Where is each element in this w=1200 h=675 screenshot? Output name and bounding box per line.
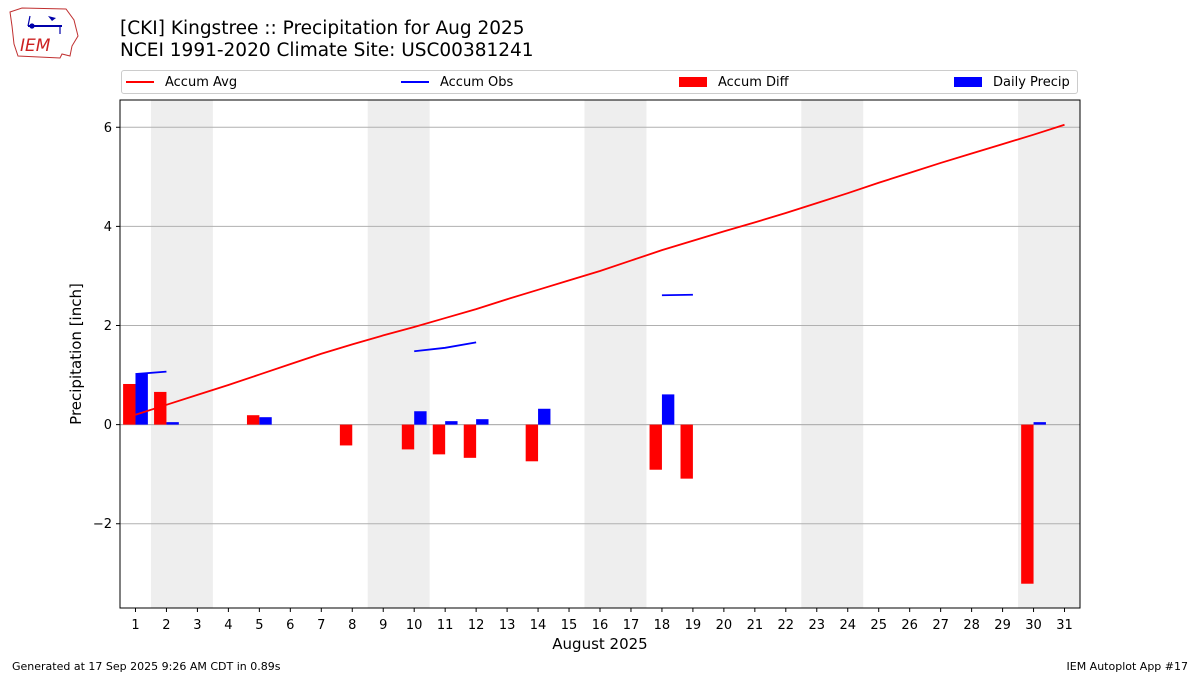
x-tick-label: 25 (870, 618, 887, 633)
chart-title: [CKI] Kingstree :: Precipitation for Aug… (120, 18, 525, 39)
daily-precip-bar-day-12 (476, 419, 489, 425)
line-series (135, 123, 1065, 416)
daily-precip-bar-day-2 (166, 422, 179, 425)
legend: Accum Avg Accum Obs Accum Diff Daily Pre… (121, 70, 1078, 94)
x-tick-label: 17 (623, 618, 640, 633)
y-tick-label: 2 (104, 319, 112, 334)
x-tick-label: 21 (747, 618, 764, 633)
daily-precip-bar-day-18 (661, 394, 675, 425)
accum-diff-bar-day-30 (1021, 424, 1034, 584)
x-axis-label: August 2025 (552, 635, 647, 653)
daily-precip-bar-day-1 (135, 373, 148, 425)
legend-item-accum-obs: Accum Obs (401, 71, 513, 93)
accum-obs-line-segment-2 (414, 341, 477, 353)
accum-diff-bar-day-2 (154, 391, 167, 425)
daily-precip-bar-day-30 (1033, 422, 1046, 425)
x-tick-label: 13 (499, 618, 516, 633)
footer-generated-text: Generated at 17 Sep 2025 9:26 AM CDT in … (12, 660, 281, 673)
x-tick-label: 23 (809, 618, 826, 633)
chart-subtitle: NCEI 1991-2020 Climate Site: USC00381241 (120, 40, 534, 61)
legend-label-accum-avg: Accum Avg (165, 74, 238, 90)
legend-label-accum-diff: Accum Diff (718, 74, 789, 90)
x-tick-label: 15 (561, 618, 578, 633)
accum-diff-bar-day-11 (432, 424, 446, 455)
x-tick-label: 4 (224, 618, 232, 633)
x-tick-label: 20 (716, 618, 733, 633)
x-tick-label: 26 (901, 618, 918, 633)
x-tick-label: 5 (255, 618, 263, 633)
accum-diff-bar-day-18 (649, 424, 662, 470)
x-tick-label: 24 (839, 618, 856, 633)
x-tick-label: 14 (530, 618, 547, 633)
x-tick-label: 18 (654, 618, 671, 633)
y-gridlines (120, 126, 1080, 525)
y-tick-label: 6 (104, 121, 112, 136)
accum-diff-bar-day-19 (680, 424, 693, 479)
footer-app-text: IEM Autoplot App #17 (1066, 660, 1189, 673)
accum-diff-bar-day-12 (463, 424, 477, 458)
weekend-shade-16 (584, 100, 647, 608)
x-tick-label: 27 (932, 618, 949, 633)
x-tick-label: 30 (1025, 618, 1042, 633)
legend-swatch-accum-obs (401, 81, 429, 83)
accum-diff-bar-day-1 (123, 383, 136, 425)
x-tick-label: 8 (348, 618, 356, 633)
x-tick-label: 28 (963, 618, 980, 633)
legend-label-accum-obs: Accum Obs (440, 74, 514, 90)
y-tick-label: 0 (104, 418, 112, 433)
legend-item-daily-precip: Daily Precip (954, 71, 1070, 93)
y-axis-label: Precipitation [inch] (67, 283, 85, 425)
legend-swatch-daily-precip (954, 77, 982, 87)
daily-precip-bar-day-5 (259, 417, 272, 425)
x-tick-label: 29 (994, 618, 1011, 633)
x-tick-label: 19 (685, 618, 702, 633)
x-tick-label: 9 (379, 618, 387, 633)
accum-diff-bar-day-10 (401, 424, 415, 450)
weekend-shade-2 (150, 100, 213, 608)
accum-diff-bar-day-8 (339, 424, 353, 446)
legend-item-accum-avg: Accum Avg (126, 71, 237, 93)
weekend-shade-23 (801, 100, 864, 608)
legend-item-accum-diff: Accum Diff (679, 71, 789, 93)
y-tick-label: −2 (93, 517, 112, 532)
x-tick-label: 10 (406, 618, 423, 633)
x-tick-label: 22 (778, 618, 795, 633)
accum-diff-bar-day-14 (525, 424, 539, 462)
x-tick-label: 31 (1056, 618, 1073, 633)
accum-avg-line (135, 123, 1065, 416)
x-tick-label: 11 (437, 618, 454, 633)
daily-precip-bar-day-11 (445, 421, 458, 425)
y-tick-label: 4 (104, 220, 112, 235)
x-tick-label: 1 (131, 618, 139, 633)
accum-diff-bar-day-5 (246, 415, 260, 425)
logo-text: IEM (20, 36, 51, 56)
x-tick-label: 7 (317, 618, 325, 633)
x-tick-label: 2 (162, 618, 170, 633)
accum-obs-line-segment-1 (135, 370, 167, 375)
legend-swatch-accum-diff (679, 77, 707, 87)
x-tick-label: 12 (468, 618, 485, 633)
weekend-shade-9 (367, 100, 430, 608)
x-tick-label: 6 (286, 618, 294, 633)
weekend-shading (150, 100, 1080, 608)
daily-precip-bar-day-14 (538, 408, 551, 425)
x-tick-label: 16 (592, 618, 609, 633)
bar-series (123, 373, 1046, 584)
daily-precip-bar-day-10 (414, 411, 427, 425)
legend-label-daily-precip: Daily Precip (993, 74, 1070, 90)
iem-logo: IEM (9, 7, 79, 59)
x-tick-label: 3 (193, 618, 201, 633)
legend-swatch-accum-avg (126, 81, 154, 83)
